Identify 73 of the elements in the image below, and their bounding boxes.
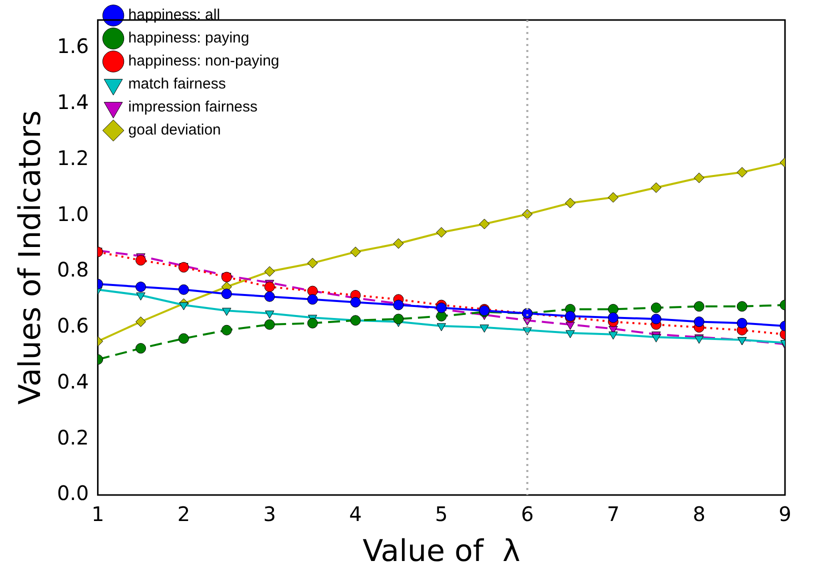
y-tick-label: 0.6 xyxy=(56,314,89,338)
y-tick-label: 1.0 xyxy=(56,202,89,226)
point xyxy=(479,218,490,230)
point xyxy=(694,316,704,328)
legend-label: goal deviation xyxy=(128,122,221,139)
x-tick-label: 3 xyxy=(263,502,276,526)
y-tick-label: 1.4 xyxy=(56,90,89,114)
point xyxy=(566,330,575,338)
y-tick-label: 1.6 xyxy=(56,34,89,58)
point xyxy=(694,172,704,184)
point xyxy=(136,282,146,292)
point xyxy=(264,291,275,302)
point xyxy=(480,324,489,333)
y-tick-label: 0.0 xyxy=(56,481,89,506)
point xyxy=(221,324,232,336)
y-axis-title: Values of Indicators xyxy=(12,110,48,405)
point xyxy=(436,323,446,332)
point xyxy=(393,238,404,249)
point xyxy=(350,246,361,258)
point xyxy=(736,318,748,328)
legend-label: happiness: paying xyxy=(128,30,250,47)
legend-label: match fairness xyxy=(128,76,226,93)
point xyxy=(736,167,748,178)
point xyxy=(136,255,146,266)
point xyxy=(179,302,188,310)
point xyxy=(350,296,361,308)
y-tick-label: 0.4 xyxy=(56,369,89,394)
point xyxy=(178,333,189,344)
point xyxy=(307,318,318,328)
point xyxy=(736,301,748,312)
point xyxy=(264,266,275,277)
point xyxy=(222,308,232,316)
point xyxy=(136,316,146,328)
point xyxy=(522,208,533,220)
point xyxy=(264,282,275,292)
x-tick-label: 2 xyxy=(177,502,190,526)
point xyxy=(436,302,447,314)
point xyxy=(650,302,662,314)
x-tick-label: 5 xyxy=(435,502,448,526)
point xyxy=(393,314,404,324)
x-tick-label: 4 xyxy=(349,502,362,526)
point xyxy=(565,198,576,208)
point xyxy=(307,294,318,305)
point xyxy=(608,192,618,203)
y-tick-label: 0.8 xyxy=(56,258,89,282)
point xyxy=(436,227,447,238)
point xyxy=(307,258,318,268)
point xyxy=(178,284,189,295)
point xyxy=(136,292,146,300)
point xyxy=(221,288,232,300)
point xyxy=(694,301,704,312)
point xyxy=(650,314,662,324)
point xyxy=(350,315,361,326)
x-tick-label: 6 xyxy=(520,502,534,526)
y-tick-label: 1.2 xyxy=(56,146,89,170)
legend-label: happiness: non-paying xyxy=(128,52,280,70)
point xyxy=(608,332,618,340)
x-tick-label: 9 xyxy=(778,502,792,526)
point xyxy=(650,182,662,193)
legend-label: impression fairness xyxy=(128,98,258,116)
point xyxy=(652,334,661,342)
point xyxy=(566,322,575,330)
point xyxy=(608,312,618,323)
legend-label: happiness: all xyxy=(128,6,220,24)
point xyxy=(608,304,618,314)
y-tick-label: 0.2 xyxy=(56,425,89,450)
point xyxy=(265,310,274,319)
x-tick-label: 1 xyxy=(91,502,104,526)
x-tick-label: 8 xyxy=(692,502,706,526)
x-tick-label: 7 xyxy=(606,502,620,526)
point xyxy=(136,343,146,354)
point xyxy=(264,319,275,330)
x-axis-title: Value of λ xyxy=(362,534,520,569)
